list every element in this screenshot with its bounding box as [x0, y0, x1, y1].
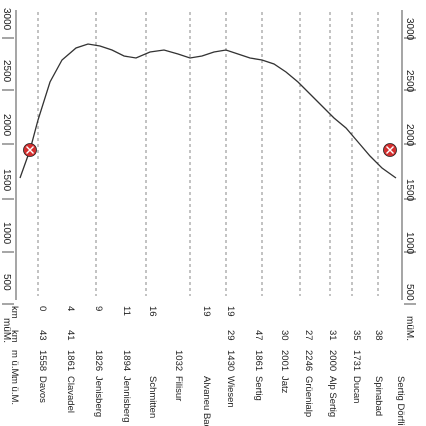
station-guide-lines — [37, 12, 379, 296]
station-km: 38 — [373, 330, 384, 341]
column-unit: m ü.M. — [9, 350, 20, 379]
elevation-profile-line — [19, 43, 397, 179]
station-elevation: 1861 — [65, 350, 76, 371]
station-elevation: 1558 — [37, 350, 48, 371]
station-km: 11 — [121, 306, 132, 316]
station-km: 27 — [303, 330, 314, 341]
elevation-scale-left: 3000 2500 2000 1500 1000 500 müM. — [1, 8, 17, 343]
elevation-tick-label: 2500 — [404, 70, 415, 93]
station-name: Davos — [37, 376, 48, 403]
pass-markers — [23, 143, 397, 157]
station-elevation: 1826 — [93, 350, 104, 371]
station-name: Sertig Dörfli — [395, 376, 406, 426]
station-name: Schmitten — [147, 376, 158, 418]
station-name: Jennisberg — [121, 376, 132, 422]
station-name: Filisur — [173, 376, 184, 401]
station-name: Spinabad — [373, 376, 384, 416]
elevation-tick-label: 2000 — [1, 114, 12, 137]
station-elevation: 1430 — [225, 350, 236, 371]
station-elevation: 1861 — [253, 350, 264, 371]
station-elevation: 1032 — [173, 350, 184, 371]
station-name: Sertig — [253, 376, 264, 401]
station-km: 35 — [351, 330, 362, 341]
elevation-tick-label: 2500 — [1, 60, 12, 83]
station-elevation: 1731 — [351, 350, 362, 371]
station-name: Jenisberg — [93, 376, 104, 417]
station-name: Alvaneu Bad — [201, 376, 212, 426]
elevation-scale-right: 3000 2500 2000 1500 1000 500 müM. — [401, 10, 416, 341]
station-km: 43 — [37, 330, 48, 341]
station-km: 0 — [37, 306, 48, 311]
station-name: Alp Sertig — [327, 376, 338, 417]
station-km: 30 — [279, 330, 290, 341]
station-elevation: 2246 — [303, 350, 314, 371]
station-name: Ducan — [351, 376, 362, 403]
station-km: 16 — [147, 306, 158, 317]
station-name: Grüenialp — [303, 376, 314, 417]
station-km: 41 — [65, 330, 76, 341]
station-km: 31 — [327, 330, 338, 341]
station-name: Jatz — [279, 376, 290, 394]
elevation-tick-label: 2000 — [404, 124, 415, 147]
elevation-tick-label: 3000 — [404, 18, 415, 41]
station-elevation: 2000 — [327, 350, 338, 371]
station-km: 9 — [93, 306, 104, 311]
station-elevation: 1894 — [121, 350, 132, 371]
station-table: 0 43 1558 Davos 4 41 1861 Clavadel 9 1826 Jenisber… — [9, 306, 406, 426]
elevation-tick-label: 1500 — [404, 179, 415, 202]
station-km: 19 — [225, 306, 236, 317]
station-km: 19 — [201, 306, 212, 317]
station-name: Clavadel — [65, 376, 76, 413]
column-unit: m ü.M. — [9, 376, 20, 405]
elevation-unit-label: müM. — [1, 318, 12, 343]
station-km: 47 — [253, 330, 264, 341]
station-km: 29 — [225, 330, 236, 341]
pass-marker-cross — [26, 146, 34, 154]
column-unit: km — [9, 306, 20, 319]
pass-marker-cross — [386, 146, 394, 154]
elevation-tick-label: 1000 — [404, 232, 415, 255]
elevation-unit-label: müM. — [404, 316, 415, 341]
elevation-tick-label: 1500 — [1, 169, 12, 192]
column-unit: km — [9, 330, 20, 343]
station-km: 4 — [65, 306, 76, 311]
elevation-tick-label: 500 — [1, 274, 12, 291]
station-name: Wiesen — [225, 376, 236, 408]
station-elevation: 2001 — [279, 350, 290, 371]
elevation-tick-label: 3000 — [1, 8, 12, 31]
elevation-tick-label: 500 — [404, 284, 415, 301]
elevation-tick-label: 1000 — [1, 222, 12, 245]
